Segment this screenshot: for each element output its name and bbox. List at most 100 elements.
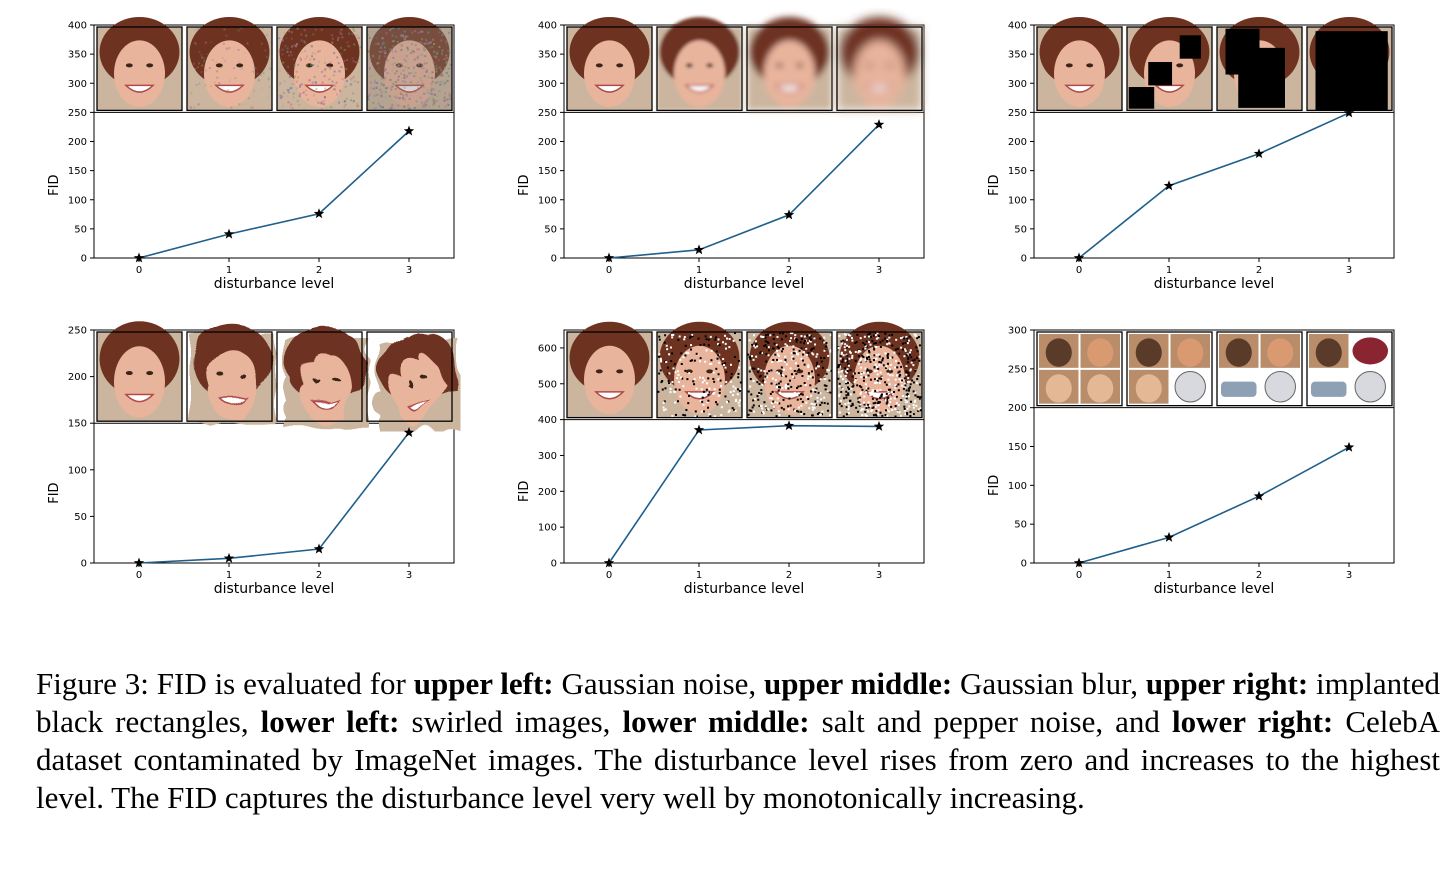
salt-pepper-dot bbox=[843, 333, 846, 336]
salt-pepper-dot bbox=[895, 374, 898, 377]
salt-pepper-dot bbox=[658, 353, 661, 356]
noise-dot bbox=[290, 31, 293, 34]
noise-dot bbox=[195, 83, 198, 86]
salt-pepper-dot bbox=[867, 333, 870, 336]
data-point-star bbox=[1073, 557, 1085, 568]
noise-dot bbox=[193, 62, 196, 65]
noise-dot bbox=[305, 94, 308, 97]
noise-dot bbox=[421, 82, 424, 85]
smile bbox=[124, 84, 155, 93]
salt-pepper-dot bbox=[856, 410, 859, 413]
salt-pepper-dot bbox=[889, 374, 892, 377]
salt-pepper-dot bbox=[914, 334, 917, 337]
salt-pepper-dot bbox=[658, 355, 661, 358]
salt-pepper-dot bbox=[862, 408, 865, 411]
salt-pepper-dot bbox=[841, 360, 844, 363]
salt-pepper-dot bbox=[869, 335, 872, 338]
salt-pepper-dot bbox=[904, 409, 907, 412]
salt-pepper-dot bbox=[797, 364, 800, 367]
salt-pepper-dot bbox=[839, 354, 842, 357]
salt-pepper-dot bbox=[874, 413, 877, 416]
salt-pepper-dot bbox=[874, 393, 877, 396]
salt-pepper-dot bbox=[778, 382, 781, 385]
salt-pepper-dot bbox=[903, 348, 906, 351]
y-tick-label: 50 bbox=[74, 512, 87, 523]
noise-dot bbox=[411, 31, 414, 34]
salt-pepper-dot bbox=[873, 378, 876, 381]
salt-pepper-dot bbox=[694, 410, 697, 413]
noise-dot bbox=[429, 46, 432, 49]
salt-pepper-dot bbox=[791, 332, 794, 335]
salt-pepper-dot bbox=[679, 395, 682, 398]
salt-pepper-dot bbox=[782, 368, 785, 371]
noise-dot bbox=[377, 62, 380, 65]
salt-pepper-dot bbox=[874, 332, 877, 335]
noise-dot bbox=[419, 30, 422, 33]
salt-pepper-dot bbox=[766, 376, 769, 379]
noise-dot bbox=[409, 81, 412, 84]
salt-pepper-dot bbox=[869, 378, 872, 381]
data-point-star bbox=[1253, 490, 1265, 501]
salt-pepper-dot bbox=[877, 353, 880, 356]
salt-pepper-dot bbox=[725, 371, 728, 374]
noise-dot bbox=[300, 33, 303, 36]
salt-pepper-dot bbox=[816, 413, 819, 416]
noise-dot bbox=[189, 106, 192, 109]
y-tick-label: 400 bbox=[68, 21, 87, 32]
x-tick-label: 3 bbox=[876, 570, 882, 581]
salt-pepper-dot bbox=[907, 389, 910, 392]
face-skin bbox=[294, 346, 345, 418]
salt-pepper-dot bbox=[662, 406, 665, 409]
salt-pepper-dot bbox=[809, 384, 812, 387]
noise-dot bbox=[225, 47, 228, 50]
right-eye bbox=[146, 63, 154, 68]
salt-pepper-dot bbox=[918, 397, 921, 400]
salt-pepper-dot bbox=[710, 349, 713, 352]
salt-pepper-dot bbox=[823, 349, 826, 352]
salt-pepper-dot bbox=[750, 355, 753, 358]
face-skin bbox=[114, 40, 165, 108]
salt-pepper-dot bbox=[871, 397, 874, 400]
noise-dot bbox=[402, 97, 405, 100]
noise-dot bbox=[368, 93, 371, 96]
y-tick-label: 600 bbox=[538, 343, 557, 354]
noise-dot bbox=[380, 94, 383, 97]
salt-pepper-dot bbox=[764, 334, 767, 337]
fid-series-line bbox=[608, 424, 880, 564]
noise-dot bbox=[390, 88, 393, 91]
salt-pepper-dot bbox=[828, 379, 831, 382]
salt-pepper-dot bbox=[683, 338, 686, 341]
noise-dot bbox=[410, 51, 413, 54]
thumbnail-1 bbox=[657, 321, 742, 418]
salt-pepper-dot bbox=[731, 407, 734, 410]
noise-dot bbox=[377, 102, 380, 105]
salt-pepper-dot bbox=[692, 380, 695, 383]
salt-pepper-dot bbox=[854, 341, 857, 344]
caption-text-5: swirled images, bbox=[399, 704, 623, 739]
noise-dot bbox=[417, 87, 420, 90]
noise-dot bbox=[425, 42, 428, 45]
thumbnail-0 bbox=[567, 16, 652, 111]
salt-pepper-dot bbox=[672, 333, 675, 336]
salt-pepper-dot bbox=[864, 343, 867, 346]
salt-pepper-dot bbox=[909, 386, 912, 389]
salt-pepper-dot bbox=[738, 366, 741, 369]
salt-pepper-dot bbox=[779, 380, 782, 383]
noise-dot bbox=[395, 35, 398, 38]
noise-dot bbox=[443, 92, 446, 95]
salt-pepper-dot bbox=[684, 414, 687, 417]
y-tick-label: 250 bbox=[1008, 108, 1027, 119]
noise-dot bbox=[420, 42, 423, 45]
salt-pepper-dot bbox=[805, 353, 808, 356]
noise-dot bbox=[433, 50, 436, 53]
noise-dot bbox=[304, 41, 307, 44]
salt-pepper-dot bbox=[867, 406, 870, 409]
thumbnail-0 bbox=[97, 321, 182, 422]
noise-dot bbox=[400, 33, 403, 36]
salt-pepper-dot bbox=[709, 335, 712, 338]
salt-pepper-dot bbox=[902, 394, 905, 397]
smile bbox=[864, 84, 895, 93]
salt-pepper-dot bbox=[789, 332, 792, 335]
smile bbox=[594, 391, 625, 400]
salt-pepper-dot bbox=[888, 410, 891, 413]
